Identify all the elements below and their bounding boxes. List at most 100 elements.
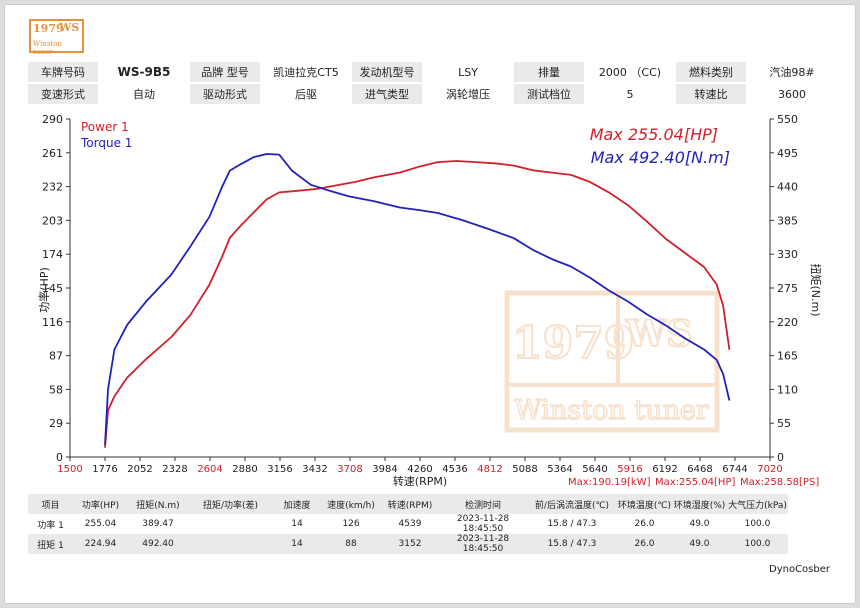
- max-torque-annotation: Max 492.40[N.m]: [591, 148, 730, 167]
- info-value: 2000 （CC): [598, 66, 662, 79]
- info-row: 车牌号码 WS-9B5 品牌 型号 凯迪拉克CT5 发动机型号 LSY 排量 2…: [28, 62, 838, 82]
- x-tick-label: 6744: [722, 464, 747, 475]
- chart-series: [104, 153, 731, 448]
- y2-tick-label: 495: [777, 147, 798, 160]
- summary-cell: 49.0: [689, 519, 710, 529]
- y2-tick-label: 330: [777, 248, 798, 261]
- logo-ws: WS: [59, 21, 80, 34]
- summary-cell: 26.0: [634, 519, 655, 529]
- summary-header-cell: 扭矩(N.m): [128, 494, 188, 514]
- summary-cell: [188, 534, 273, 554]
- logo-year: 1979: [33, 22, 64, 35]
- y-tick-label: 261: [42, 147, 63, 160]
- info-label: 进气类型: [352, 84, 422, 104]
- y2-tick-label: 385: [777, 214, 798, 227]
- y-tick-label: 58: [49, 383, 63, 396]
- power-series-line: [104, 160, 731, 448]
- info-label: 排量: [514, 62, 584, 82]
- torque-series-line: [104, 153, 731, 445]
- watermark-logo: 1979 WS Winston tuner: [504, 290, 720, 433]
- info-label: 驱动形式: [190, 84, 260, 104]
- x-tick-label: 2328: [162, 464, 187, 475]
- summary-cell: 100.0: [744, 519, 771, 529]
- y-tick-label: 174: [42, 248, 63, 261]
- watermark-subtitle: Winston tuner: [514, 395, 709, 426]
- summary-cell: [188, 514, 273, 534]
- max-kw-label: Max:190.19[kW]: [568, 477, 651, 488]
- x-tick-label: 2604: [197, 464, 222, 475]
- summary-cell: 389.47: [142, 519, 174, 529]
- x-tick-label: 3708: [337, 464, 362, 475]
- summary-header-cell: 项目: [28, 494, 73, 514]
- info-label: 发动机型号: [352, 62, 422, 82]
- summary-cell: 26.0: [617, 534, 672, 554]
- summary-cell: 126: [342, 519, 360, 529]
- x-tick-label: 5364: [547, 464, 572, 475]
- summary-table: 项目 功率(HP) 扭矩(N.m) 扭矩/功率(差) 加速度 速度(km/h) …: [28, 494, 788, 554]
- info-value: 凯迪拉克CT5: [273, 66, 339, 79]
- watermark-year: 1979: [512, 318, 634, 369]
- x-tick-label: 4260: [407, 464, 432, 475]
- summary-header-cell: 速度(km/h): [321, 494, 381, 514]
- summary-cell: 2023-11-28 18:45:50: [439, 534, 527, 554]
- info-label: 品牌 型号: [190, 62, 260, 82]
- x-tick-label: 5916: [617, 464, 642, 475]
- y-tick-label: 145: [42, 282, 63, 295]
- x-tick-label: 1776: [92, 464, 117, 475]
- y2-tick-label: 550: [777, 113, 798, 126]
- max-ps-label: Max:258.58[PS]: [740, 477, 819, 488]
- summary-cell: 3152: [381, 534, 439, 554]
- info-value: 涡轮增压: [446, 88, 490, 101]
- y-tick-label: 0: [56, 451, 63, 464]
- y-tick-label: 29: [49, 417, 63, 430]
- chart-axes: 0 29 58 87 116 145 174 203 232 261 290 0 55 110 165 220…: [42, 113, 798, 475]
- summary-header-cell: 前/后涡流温度(℃): [527, 494, 617, 514]
- y2-tick-label: 275: [777, 282, 798, 295]
- summary-cell: 14: [291, 519, 303, 529]
- y-tick-label: 116: [42, 316, 63, 329]
- info-label: 变速形式: [28, 84, 98, 104]
- summary-cell: 功率 1: [37, 520, 64, 531]
- info-value: 汽油98#: [769, 66, 815, 79]
- summary-header-cell: 大气压力(kPa): [727, 494, 788, 514]
- summary-cell: 492.40: [128, 534, 188, 554]
- y2-tick-label: 440: [777, 181, 798, 194]
- summary-cell: 15.8 / 47.3: [527, 534, 617, 554]
- info-label: 燃料类别: [676, 62, 746, 82]
- summary-header-cell: 加速度: [273, 494, 321, 514]
- summary-header-cell: 转速(RPM): [381, 494, 439, 514]
- x-tick-label: 7020: [757, 464, 782, 475]
- legend-power: Power 1: [81, 120, 129, 134]
- x-axis-label: 转速(RPM): [393, 474, 447, 488]
- x-tick-label: 3156: [267, 464, 292, 475]
- x-tick-label: 3984: [372, 464, 397, 475]
- info-value: 5: [626, 87, 634, 101]
- y-tick-label: 203: [42, 214, 63, 227]
- info-value: 自动: [133, 88, 155, 101]
- info-label: 测试档位: [514, 84, 584, 104]
- y-tick-label: 290: [42, 113, 63, 126]
- vehicle-info-table: 车牌号码 WS-9B5 品牌 型号 凯迪拉克CT5 发动机型号 LSY 排量 2…: [28, 60, 838, 106]
- watermark-ws: WS: [625, 313, 692, 355]
- legend-torque: Torque 1: [80, 136, 132, 150]
- info-label: 车牌号码: [28, 62, 98, 82]
- summary-cell: 255.04: [84, 519, 117, 529]
- summary-cell: 4539: [398, 519, 422, 529]
- y2-tick-label: 220: [777, 316, 798, 329]
- y-axis-label: 功率(HP): [37, 267, 51, 313]
- max-power-annotation: Max 255.04[HP]: [590, 125, 718, 144]
- y2-tick-label: 110: [777, 383, 798, 396]
- summary-cell: 49.0: [672, 534, 727, 554]
- summary-cell: 224.94: [73, 534, 128, 554]
- info-value: 3600: [778, 87, 806, 101]
- summary-row-power: 功率 1 255.04 389.47 14 126 4539 2023-11-2…: [28, 514, 788, 534]
- brand-logo: 1979 WS Winston tuner: [29, 19, 84, 56]
- summary-cell: 100.0: [727, 534, 788, 554]
- info-row: 变速形式 自动 驱动形式 后驱 进气类型 涡轮增压 测试档位 5 转速比 360…: [28, 84, 838, 104]
- summary-row-torque: 扭矩 1 224.94 492.40 14 88 3152 2023-11-28…: [28, 534, 788, 554]
- x-tick-label: 2880: [232, 464, 257, 475]
- summary-cell: 2023-11-28 18:45:50: [456, 514, 510, 534]
- x-tick-label: 1500: [57, 464, 82, 475]
- summary-header-cell: 环境温度(℃): [617, 494, 672, 514]
